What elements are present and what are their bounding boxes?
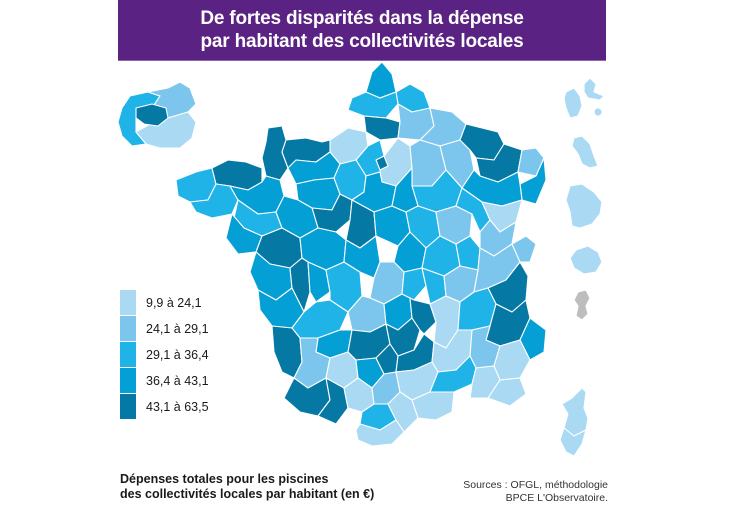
department: [347, 91, 399, 119]
reunion: [569, 245, 603, 275]
sources-note: Sources : OFGL, méthodologie BPCE L'Obse…: [463, 479, 608, 505]
department: [343, 235, 381, 279]
martinique: [571, 135, 599, 169]
title-banner: De fortes disparités dans la dépense par…: [118, 0, 606, 61]
mainland-france: [175, 61, 547, 447]
legend-label: 36,4 à 43,1: [146, 374, 209, 388]
legend-label: 43,1 à 63,5: [146, 400, 209, 414]
mayotte: [573, 289, 591, 321]
legend-swatch: [120, 368, 136, 394]
caption-line-1: Dépenses totales pour les piscines: [120, 472, 329, 486]
department: [561, 387, 589, 437]
department: [135, 111, 197, 149]
title-line-2: par habitant des collectivités locales: [200, 31, 524, 52]
legend-item: 9,9 à 24,1: [120, 290, 209, 316]
overseas-territories: [563, 77, 605, 321]
sources-line-2: BPCE L'Observatoire.: [505, 492, 608, 504]
legend-item: 29,1 à 36,4: [120, 342, 209, 368]
legend-item: 36,4 à 43,1: [120, 368, 209, 394]
map-caption: Dépenses totales pour les piscines des c…: [120, 472, 374, 502]
legend-item: 24,1 à 29,1: [120, 316, 209, 342]
department: [363, 115, 401, 141]
guyane: [565, 183, 603, 229]
corsica: [559, 387, 589, 457]
department: [135, 103, 169, 127]
legend-swatch: [120, 342, 136, 368]
title-line-1: De fortes disparités dans la dépense: [200, 8, 524, 29]
department: [307, 261, 331, 303]
legend-swatch: [120, 316, 136, 342]
sources-line-1: Sources : OFGL, méthodologie: [463, 479, 608, 491]
legend: 9,9 à 24,1 24,1 à 29,1 29,1 à 36,4 36,4 …: [120, 290, 209, 420]
department: [487, 377, 527, 407]
legend-label: 9,9 à 24,1: [146, 296, 202, 310]
legend-swatch: [120, 394, 136, 420]
legend-label: 24,1 à 29,1: [146, 322, 209, 336]
legend-label: 29,1 à 36,4: [146, 348, 209, 362]
department: [355, 419, 405, 447]
guadeloupe: [563, 77, 605, 119]
department: [517, 147, 545, 177]
ile-de-france-inset: [117, 81, 197, 149]
legend-swatch: [120, 290, 136, 316]
caption-line-2: des collectivités locales par habitant (…: [120, 487, 375, 501]
department: [375, 155, 389, 171]
department: [511, 235, 537, 263]
department: [365, 61, 397, 99]
department: [559, 427, 587, 457]
legend-item: 43,1 à 63,5: [120, 394, 209, 420]
department: [261, 125, 289, 181]
department: [411, 391, 455, 421]
department: [401, 267, 427, 301]
